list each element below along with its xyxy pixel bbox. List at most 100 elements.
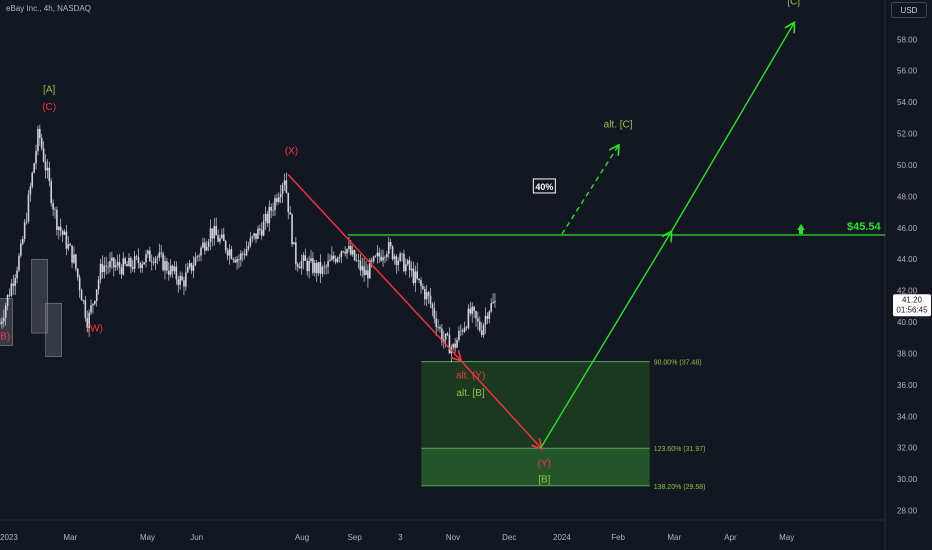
candle-body — [107, 266, 109, 268]
candle-body — [344, 251, 346, 254]
candle-body — [325, 266, 327, 268]
candle-body — [181, 276, 183, 281]
wave-label: [B] — [538, 474, 550, 485]
candle-body — [393, 256, 396, 260]
candle-body — [224, 240, 227, 251]
y-tick-label: 50.00 — [897, 161, 918, 170]
candle-body — [130, 257, 132, 268]
candle-body — [420, 280, 422, 287]
candle-body — [137, 256, 140, 264]
candle-body — [219, 238, 221, 242]
candle-body — [76, 268, 79, 278]
candle-body — [444, 333, 447, 340]
candle-body — [353, 250, 356, 261]
candle-body — [387, 242, 390, 254]
candle-body — [154, 258, 157, 264]
candle-body — [198, 255, 200, 257]
candle-body — [329, 259, 331, 262]
candle-body — [389, 242, 392, 247]
candle-body — [471, 306, 474, 314]
currency-button[interactable]: USD — [891, 2, 927, 18]
candle-body — [348, 245, 350, 249]
candle-body — [492, 302, 494, 304]
candle-body — [253, 233, 255, 237]
candle-body — [99, 263, 102, 280]
candle-body — [342, 251, 345, 253]
candle-body — [205, 246, 208, 251]
candle-body — [321, 266, 324, 274]
x-tick-label: Feb — [611, 533, 625, 542]
fib-level-label: 138.20% (29.58) — [654, 484, 706, 491]
candle-body — [56, 209, 58, 231]
candle-body — [395, 256, 398, 265]
candle-body — [441, 328, 443, 342]
candle-body — [236, 258, 238, 263]
candle-body — [289, 212, 291, 215]
wave-label: alt. [C] — [604, 119, 633, 130]
candle-body — [31, 172, 34, 187]
candle-body — [16, 270, 18, 279]
candle-body — [458, 330, 460, 341]
candle-body — [414, 271, 417, 284]
x-tick-label: Mar — [667, 533, 681, 542]
candle-body — [114, 265, 117, 268]
candle-body — [260, 229, 263, 236]
x-tick-label: May — [140, 533, 155, 542]
candle-body — [141, 264, 144, 269]
candle-body — [386, 253, 388, 258]
candle-body — [124, 258, 126, 264]
candle-body — [186, 267, 189, 273]
candle-body — [331, 255, 333, 260]
candle-body — [281, 185, 284, 195]
candle-body — [120, 267, 123, 275]
y-tick-label: 32.00 — [897, 444, 918, 453]
candle-body — [33, 163, 35, 173]
y-tick-label: 42.00 — [897, 287, 918, 296]
candle-body — [374, 255, 377, 257]
y-tick-label: 34.00 — [897, 412, 918, 421]
candle-body — [135, 256, 138, 257]
candle-body — [232, 258, 235, 260]
candle-body — [1, 321, 3, 324]
green-projection-arrow — [540, 233, 671, 449]
x-tick-label: Dec — [502, 533, 516, 542]
candle-body — [245, 249, 248, 256]
x-tick-label: Aug — [295, 533, 309, 542]
candle-body — [152, 262, 155, 264]
candle-body — [39, 128, 41, 139]
x-tick-label: Mar — [63, 533, 77, 542]
candle-body — [27, 194, 30, 222]
red-projection-arrow — [287, 173, 460, 359]
x-tick-label: Sep — [348, 533, 363, 542]
candle-body — [67, 244, 70, 249]
candle-body — [477, 318, 479, 322]
candle-body — [35, 151, 37, 164]
x-tick-label: 3 — [398, 533, 403, 542]
candle-body — [147, 250, 149, 255]
candle-body — [183, 280, 185, 287]
candle-body — [433, 308, 436, 319]
candle-body — [145, 254, 147, 263]
candle-body — [52, 203, 54, 210]
candle-body — [171, 265, 174, 272]
candle-body — [139, 263, 142, 269]
candle-body — [469, 308, 472, 314]
candle-body — [162, 253, 164, 271]
candle-body — [410, 268, 413, 271]
candle-body — [310, 258, 312, 262]
candle-body — [460, 330, 462, 332]
candle-body — [109, 261, 111, 268]
x-tick-label: Jun — [190, 533, 203, 542]
candle-body — [314, 262, 316, 273]
candle-body — [355, 260, 358, 261]
candle-body — [304, 255, 307, 261]
candle-body — [277, 197, 280, 203]
y-tick-label: 30.00 — [897, 475, 918, 484]
candle-body — [465, 327, 468, 329]
candle-body — [442, 339, 445, 342]
y-tick-label: 44.00 — [897, 255, 918, 264]
candle-body — [133, 256, 136, 269]
candle-body — [486, 316, 489, 319]
candle-body — [369, 260, 371, 279]
